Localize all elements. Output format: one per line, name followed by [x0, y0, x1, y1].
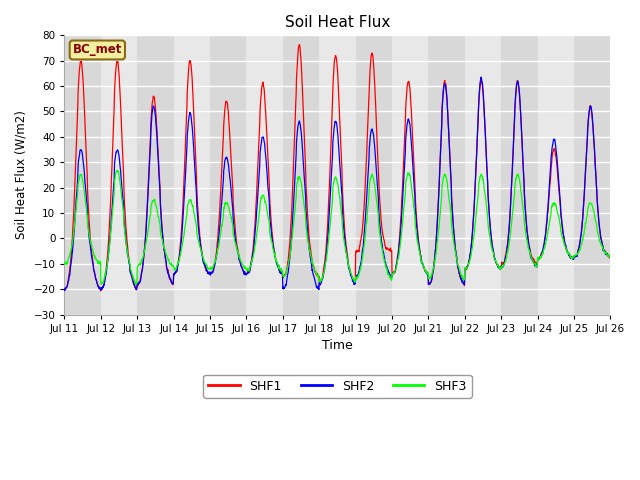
Bar: [392, 36, 428, 314]
Bar: [173, 36, 210, 314]
Bar: [356, 36, 392, 314]
Title: Soil Heat Flux: Soil Heat Flux: [285, 15, 390, 30]
Bar: [65, 36, 101, 314]
Bar: [465, 36, 501, 314]
Bar: [428, 36, 465, 314]
Text: BC_met: BC_met: [73, 44, 122, 57]
Bar: [283, 36, 319, 314]
Y-axis label: Soil Heat Flux (W/m2): Soil Heat Flux (W/m2): [15, 110, 28, 240]
Bar: [137, 36, 173, 314]
Bar: [538, 36, 574, 314]
X-axis label: Time: Time: [322, 339, 353, 352]
Bar: [246, 36, 283, 314]
Bar: [101, 36, 137, 314]
Legend: SHF1, SHF2, SHF3: SHF1, SHF2, SHF3: [204, 375, 472, 398]
Bar: [319, 36, 356, 314]
Bar: [574, 36, 611, 314]
Bar: [210, 36, 246, 314]
Bar: [501, 36, 538, 314]
